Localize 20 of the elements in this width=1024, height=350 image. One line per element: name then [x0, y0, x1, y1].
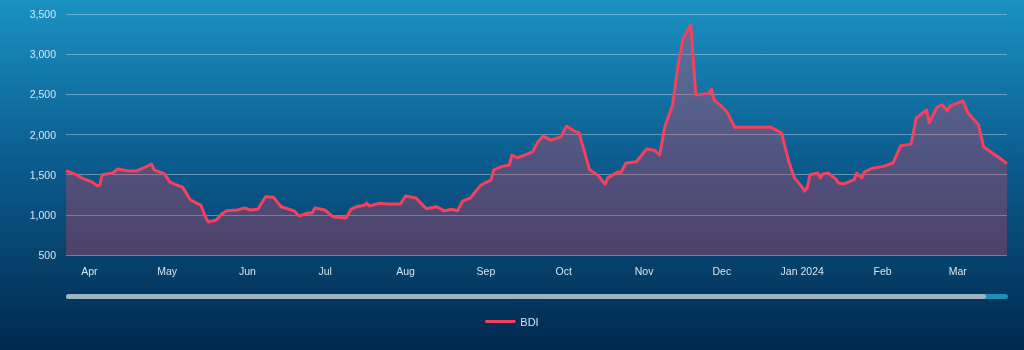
x-tick-label: Oct: [555, 264, 572, 277]
x-tick-label: Jun: [238, 264, 257, 277]
y-tick-label: 3,000: [29, 48, 57, 61]
y-tick-label: 2,500: [29, 88, 57, 101]
x-tick-label: Aug: [396, 264, 416, 277]
y-tick-label: 2,000: [29, 128, 57, 141]
y-tick-label: 3,500: [29, 8, 57, 20]
x-tick-label: Dec: [712, 264, 732, 277]
x-tick-label: May: [157, 264, 178, 277]
x-tick-label: Apr: [81, 264, 98, 277]
y-tick-label: 500: [38, 249, 57, 261]
x-tick-label: Jan 2024: [780, 264, 824, 277]
x-tick-label: Sep: [476, 264, 496, 277]
x-tick-label: Mar: [948, 264, 968, 277]
y-tick-label: 1,000: [29, 208, 57, 221]
x-tick-label: Nov: [634, 264, 655, 277]
x-tick-label: Jul: [318, 264, 332, 277]
x-tick-label: Feb: [873, 264, 892, 277]
y-tick-label: 1,500: [29, 168, 57, 181]
legend-label: BDI: [520, 315, 539, 328]
